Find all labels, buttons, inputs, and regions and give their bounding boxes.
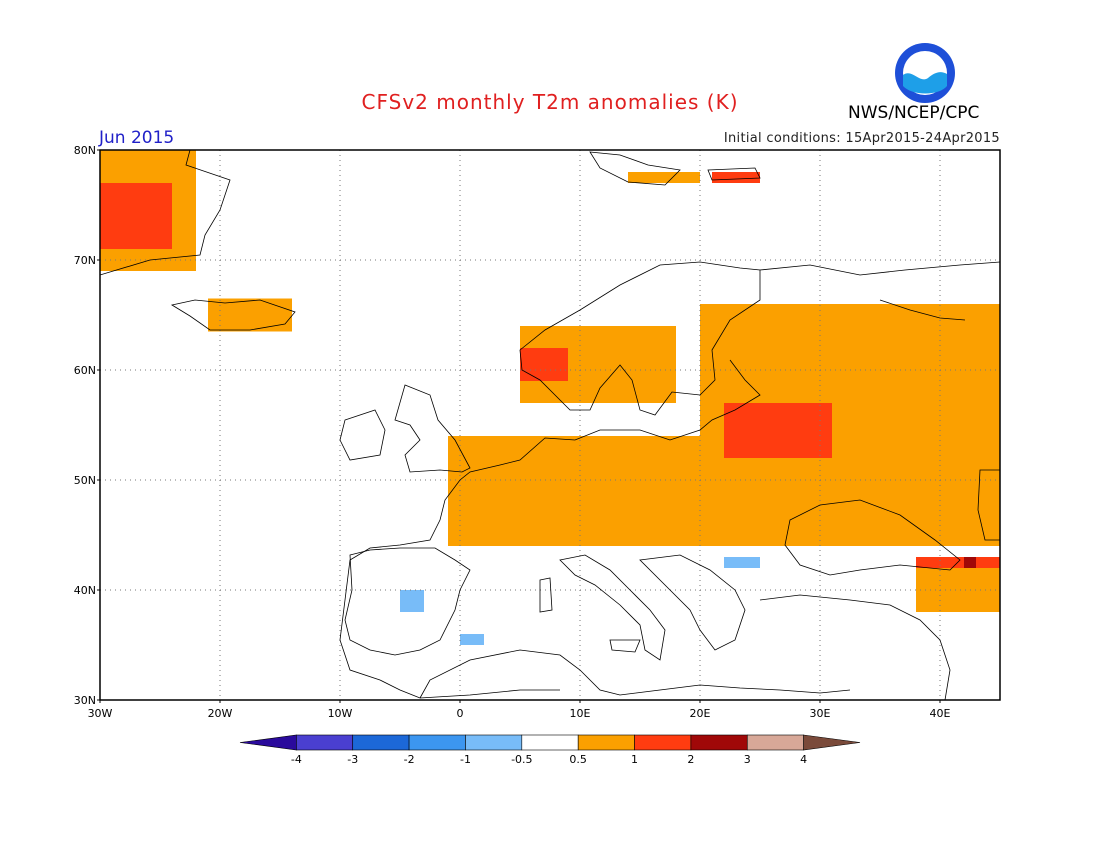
colorbar-label: -4 <box>291 753 302 766</box>
agency-label: NWS/NCEP/CPC <box>848 103 980 123</box>
colorbar-label: -0.5 <box>511 753 532 766</box>
colorbar-swatch-4 <box>465 734 523 751</box>
anomaly-cell-2 <box>208 298 292 332</box>
colorbar-label: -1 <box>460 753 471 766</box>
logo-text: NOAA <box>911 58 940 68</box>
colorbar-label: -3 <box>347 753 358 766</box>
colorbar-label: -2 <box>404 753 415 766</box>
colorbar-label: 2 <box>687 753 694 766</box>
coastlines <box>99 149 1001 701</box>
colorbar: -4 -3 -2 -1 -0.5 0.5 1 2 3 4 <box>239 734 861 766</box>
anomaly-cell-1 <box>100 183 172 249</box>
title: CFSv2 monthly T2m anomalies (K) <box>361 90 739 114</box>
colorbar-swatch-6 <box>577 734 635 751</box>
colorbar-label: 1 <box>631 753 638 766</box>
forecast-period: Jun 2015 <box>99 128 175 148</box>
lat-label: 50N <box>74 474 96 487</box>
lat-label: 70N <box>74 254 96 267</box>
initial-conditions: Initial conditions: 15Apr2015-24Apr2015 <box>723 131 1000 146</box>
anomaly-cell-12 <box>916 568 1000 612</box>
latitude-labels: 80N 70N 60N 50N 40N 30N <box>74 144 100 707</box>
colorbar-label: 0.5 <box>569 753 587 766</box>
lon-label: 20W <box>208 707 233 720</box>
colorbar-label: 3 <box>744 753 751 766</box>
anomaly-cell-6 <box>520 348 568 381</box>
colorbar-swatch-1 <box>296 734 354 751</box>
colorbar-label: 4 <box>800 753 807 766</box>
lat-label: 80N <box>74 144 96 157</box>
anomaly-cell-15 <box>724 557 760 568</box>
anomaly-cell-14 <box>460 634 484 645</box>
anomaly-cell-9 <box>724 403 832 458</box>
anomaly-cell-13 <box>400 590 424 612</box>
colorbar-swatch-8 <box>690 734 748 751</box>
lon-label: 30E <box>810 707 831 720</box>
colorbar-swatch-7 <box>634 734 692 751</box>
colorbar-swatch-10 <box>803 734 861 751</box>
lon-label: 10W <box>328 707 353 720</box>
lon-label: 10E <box>570 707 591 720</box>
anomaly-regions <box>100 150 1000 645</box>
anomaly-cell-8 <box>700 304 1000 491</box>
longitude-labels: 30W 20W 10W 0 10E 20E 30E 40E <box>88 700 951 720</box>
map-grid <box>100 150 1000 700</box>
colorbar-swatch-3 <box>408 734 466 751</box>
lon-label: 30W <box>88 707 113 720</box>
anomaly-cell-3 <box>628 172 700 183</box>
lat-label: 60N <box>74 364 96 377</box>
lon-label: 0 <box>457 707 464 720</box>
colorbar-swatch-5 <box>521 734 579 751</box>
anomaly-cell-11 <box>964 557 976 568</box>
lat-label: 40N <box>74 584 96 597</box>
colorbar-swatch-0 <box>239 734 297 751</box>
lon-label: 20E <box>690 707 711 720</box>
lon-label: 40E <box>930 707 951 720</box>
noaa-logo: NOAA <box>895 43 955 103</box>
colorbar-swatch-9 <box>746 734 804 751</box>
colorbar-swatch-2 <box>352 734 410 751</box>
anomaly-cell-4 <box>712 172 760 183</box>
lat-label: 30N <box>74 694 96 707</box>
map-frame <box>99 149 1001 701</box>
